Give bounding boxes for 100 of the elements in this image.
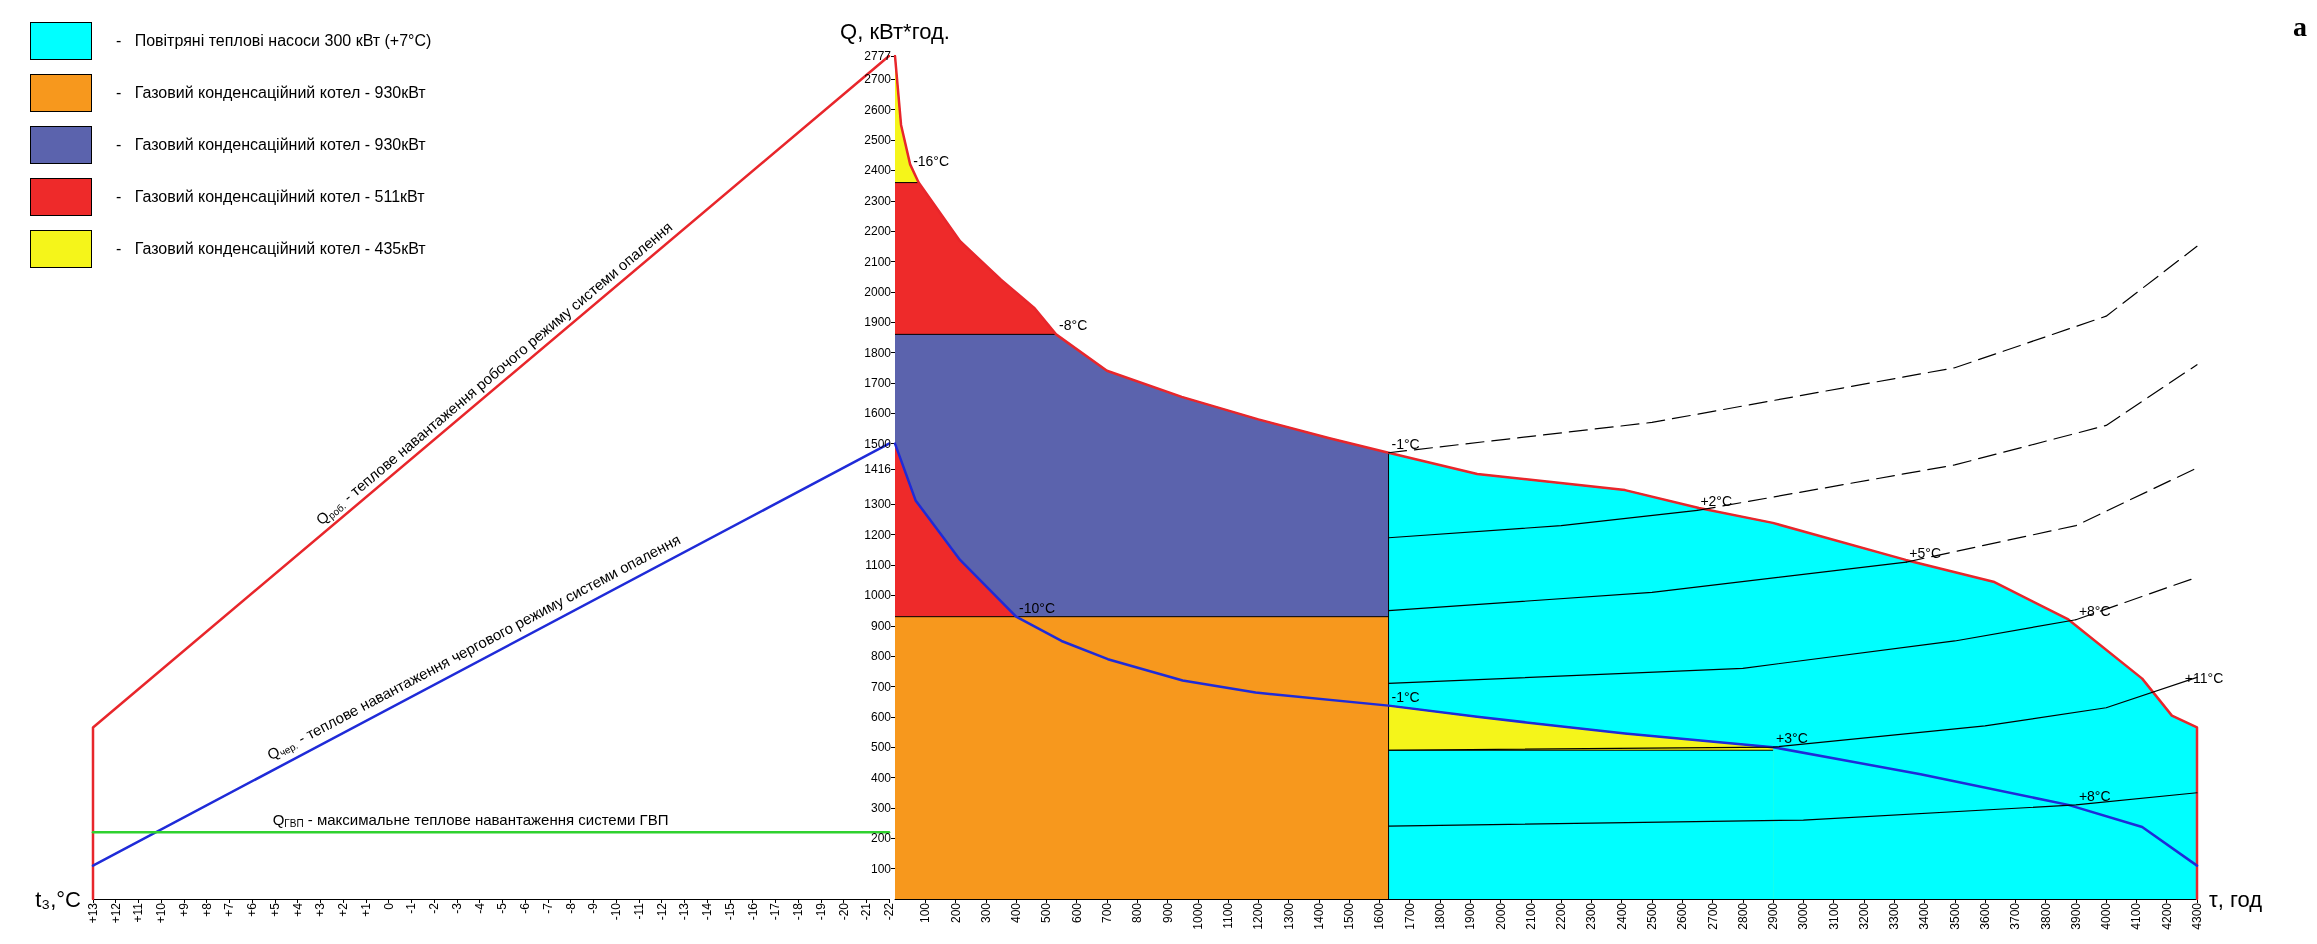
x-tick-label: -11 [631, 902, 646, 920]
annotation: -8°C [1059, 317, 1088, 334]
y-tick-label: 2700 [864, 72, 892, 87]
y-axis-title: Q, кВт*год. [840, 18, 950, 44]
y-tick-label: 1900 [864, 315, 892, 330]
x-tick-label: -2 [427, 902, 442, 914]
y-tick-label: 800 [870, 649, 892, 664]
annotation: -1°C [1391, 435, 1420, 452]
x-tick-label: 2000 [1493, 902, 1508, 930]
annotation: -16°C [913, 153, 950, 170]
x-tick-label: -19 [813, 902, 828, 921]
x-tick-label: 1800 [1433, 902, 1448, 930]
x-tick-label: 2400 [1614, 902, 1629, 930]
x-tick-label: 900 [1160, 902, 1175, 924]
x-tick-label: 4200 [2159, 902, 2174, 930]
y-tick-label: 1100 [865, 558, 892, 573]
x-tick-label: 2300 [1584, 902, 1599, 930]
x-tick-label: -7 [540, 902, 555, 914]
x-tick-label: 3400 [1917, 902, 1932, 930]
x-tick-label: +11 [131, 902, 146, 923]
y-tick-label: 100 [870, 861, 892, 876]
y-tick-label: 2400 [864, 163, 892, 178]
x-tick-label: -13 [677, 902, 692, 921]
y-tick-label: 1416 [864, 462, 892, 477]
y-tick-label: 600 [870, 709, 892, 724]
y-tick-label: 2100 [864, 254, 892, 269]
annotation: +8°C [2078, 787, 2111, 804]
x-tick-label: 500 [1039, 902, 1054, 924]
annotation: +2°C [1700, 493, 1733, 510]
y-tick-label: 900 [870, 618, 892, 633]
x-tick-label: 2800 [1735, 902, 1750, 930]
y-tick-label: 2000 [864, 284, 892, 299]
annotation: -1°C [1391, 688, 1420, 705]
x-tick-label: +10 [154, 902, 169, 924]
x-tick-label: -10 [609, 902, 624, 921]
x-tick-label: 4300 [2190, 902, 2204, 930]
legend-label: - Газовий конденсаційний котел - 511кВт [116, 188, 425, 206]
x-axis-title: t₃,°C [35, 886, 82, 912]
annotation: +5°C [1909, 545, 1941, 562]
x-tick-label: 2900 [1766, 902, 1781, 930]
y-tick-label: 1200 [864, 527, 892, 542]
x-tick-label: 0 [381, 902, 396, 910]
annotation: +3°C [1776, 730, 1808, 747]
legend-label: - Газовий конденсаційний котел - 930кВт [116, 84, 426, 102]
x-tick-label: -17 [768, 902, 783, 921]
x-tick-label: -18 [791, 902, 806, 921]
x-tick-label: 200 [948, 902, 963, 924]
legend-label: - Газовий конденсаційний котел - 435кВт [116, 240, 426, 258]
x-tick-label: -3 [449, 902, 464, 914]
x-tick-label: 300 [978, 902, 993, 924]
x-tick-label: 4100 [2129, 902, 2144, 930]
x-tick-label: -21 [859, 902, 874, 921]
x-tick-label: 1900 [1463, 902, 1478, 930]
y-tick-label: 1700 [864, 375, 892, 390]
y-tick-label: 1500 [864, 436, 892, 451]
y-tick-label: 1600 [864, 406, 892, 421]
x-tick-label: 1700 [1402, 902, 1417, 930]
x-tick-label: -12 [654, 902, 669, 921]
x-tick-label: 1300 [1281, 902, 1296, 930]
x-tick-label: 4000 [2099, 902, 2114, 930]
x-axis-title: τ, год [2209, 886, 2263, 912]
x-tick-label: -20 [836, 902, 851, 921]
x-tick-label: 3500 [1947, 902, 1962, 930]
y-tick-label: 2777 [864, 49, 892, 63]
annotation: +11°C [2184, 669, 2224, 686]
x-tick-label: -16 [745, 902, 760, 921]
y-tick-label: 400 [870, 770, 892, 785]
y-tick-label: 2200 [864, 224, 892, 239]
y-tick-label: 200 [870, 831, 892, 846]
legend-label: - Повітряні теплові насоси 300 кВт (+7°C) [116, 32, 432, 50]
x-tick-label: -14 [700, 902, 715, 921]
x-tick-label: 3000 [1796, 902, 1811, 930]
x-tick-label: +13 [86, 902, 100, 924]
y-tick-label: 2500 [864, 133, 892, 148]
x-tick-label: 400 [1009, 902, 1024, 924]
x-tick-label: +1 [358, 902, 373, 917]
x-tick-label: 2100 [1523, 902, 1538, 930]
x-tick-label: 2500 [1644, 902, 1659, 930]
x-tick-label: 3700 [2008, 902, 2023, 930]
x-tick-label: 1500 [1342, 902, 1357, 930]
x-tick-label: 1000 [1190, 902, 1205, 930]
x-tick-label: 1200 [1251, 902, 1266, 930]
x-tick-label: +2 [336, 902, 351, 917]
x-tick-label: 3900 [2068, 902, 2083, 930]
y-tick-label: 500 [870, 740, 892, 755]
x-tick-label: +4 [290, 902, 305, 917]
x-tick-label: -22 [882, 902, 896, 921]
annotation: +8°C [2078, 602, 2111, 619]
x-tick-label: -6 [518, 902, 533, 914]
y-tick-label: 2600 [864, 102, 892, 117]
x-tick-label: 2200 [1554, 902, 1569, 930]
x-tick-label: +9 [176, 902, 191, 917]
x-tick-label: 1100 [1221, 902, 1236, 929]
x-tick-label: -8 [563, 902, 578, 914]
y-tick-label: 2300 [864, 193, 892, 208]
x-tick-label: +8 [199, 902, 214, 917]
x-tick-label: -5 [495, 902, 510, 914]
x-tick-label: -1 [404, 902, 419, 914]
x-tick-label: -15 [722, 902, 737, 921]
x-tick-label: +5 [267, 902, 282, 917]
